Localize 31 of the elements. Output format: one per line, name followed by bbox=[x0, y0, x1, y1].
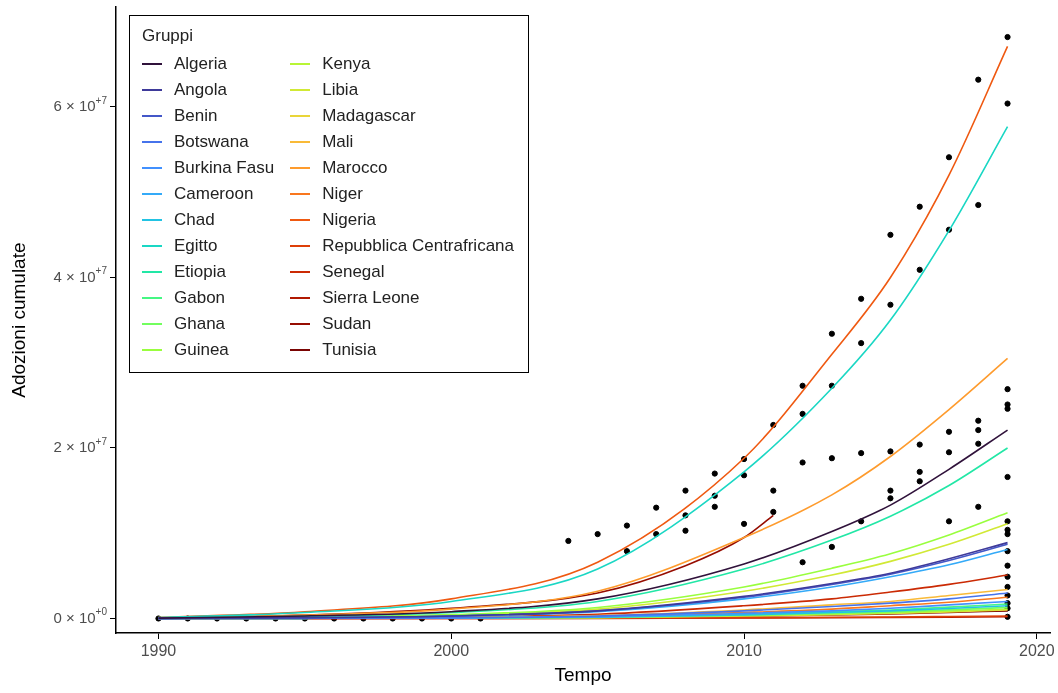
legend-label: Algeria bbox=[174, 54, 227, 74]
legend-label: Libia bbox=[322, 80, 359, 100]
x-axis-title: Tempo bbox=[554, 663, 612, 685]
legend-label: Guinea bbox=[174, 340, 229, 360]
legend-label: Cameroon bbox=[174, 184, 254, 204]
legend-label: Burkina Fasu bbox=[174, 158, 275, 178]
legend-label: Repubblica Centrafricana bbox=[322, 236, 515, 256]
legend-label: Niger bbox=[322, 184, 363, 204]
legend-label: Sierra Leone bbox=[322, 288, 420, 308]
legend-label: Mali bbox=[322, 132, 354, 152]
legend-label: Etiopia bbox=[174, 262, 226, 282]
legend-label: Madagascar bbox=[322, 106, 416, 126]
legend-label: Sudan bbox=[322, 314, 372, 334]
legend-label: Angola bbox=[174, 80, 227, 100]
legend-label: Nigeria bbox=[322, 210, 377, 230]
legend-label: Kenya bbox=[322, 54, 371, 74]
legend-label: Marocco bbox=[322, 158, 388, 178]
legend-label: Botswana bbox=[174, 132, 249, 152]
x-tick-label: 1990 bbox=[140, 642, 177, 660]
y-axis-title: Adozioni cumulate bbox=[7, 242, 29, 398]
legend-label: Benin bbox=[174, 106, 218, 126]
legend-label: Chad bbox=[174, 210, 215, 230]
x-tick-label: 2000 bbox=[433, 642, 470, 660]
x-tick-label: 2010 bbox=[726, 642, 762, 660]
legend-label: Gabon bbox=[174, 288, 226, 308]
legend-label: Ghana bbox=[174, 314, 226, 334]
x-tick-label: 2020 bbox=[1019, 642, 1055, 660]
legend-label: Egitto bbox=[174, 236, 218, 256]
legend-title: Gruppi bbox=[142, 26, 195, 46]
legend-label: Tunisia bbox=[322, 340, 377, 360]
legend-label: Senegal bbox=[322, 262, 385, 282]
